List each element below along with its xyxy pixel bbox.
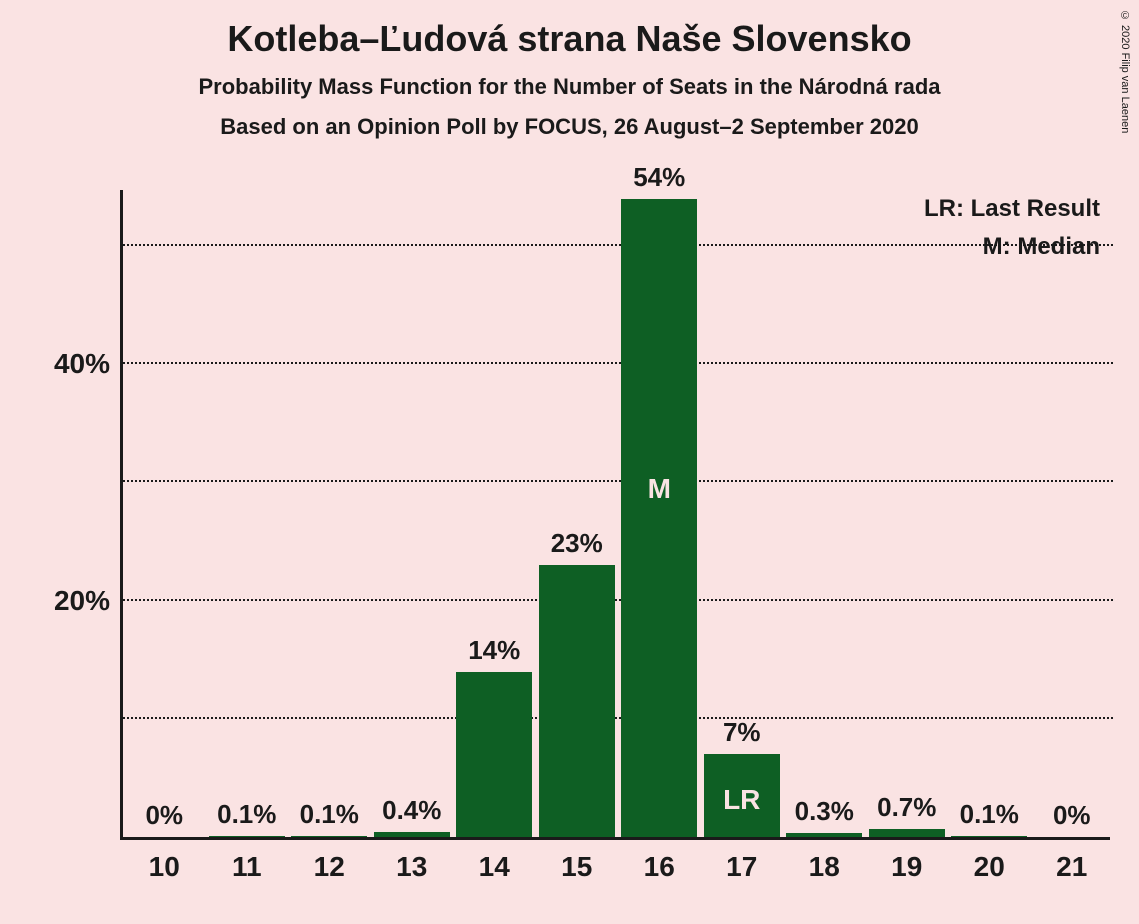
chart-subtitle-2: Based on an Opinion Poll by FOCUS, 26 Au… [0,100,1139,140]
bar-slot: 7%LR17 [701,187,784,837]
x-axis-tick: 21 [1031,837,1114,883]
x-axis-tick: 17 [701,837,784,883]
bar-value-label: 0.4% [371,795,454,826]
bar-value-label: 0.3% [783,796,866,827]
bar [456,672,532,837]
x-axis-tick: 13 [371,837,454,883]
bar-value-label: 0.1% [206,799,289,830]
x-axis-tick: 20 [948,837,1031,883]
bar-value-label: 14% [453,635,536,666]
bar-slot: 0%10 [123,187,206,837]
plot-region: LR: Last Result M: Median 20%40% 0%100.1… [120,190,1110,840]
bar-value-label: 0% [1031,800,1114,831]
bar [869,829,945,837]
chart-subtitle-1: Probability Mass Function for the Number… [0,60,1139,100]
bar-value-label: 7% [701,717,784,748]
bar-value-label: 0% [123,800,206,831]
bar-value-label: 0.1% [288,799,371,830]
bar-slot: 0.4%13 [371,187,454,837]
bar-value-label: 23% [536,528,619,559]
bar-slot: 0.7%19 [866,187,949,837]
y-axis-tick: 40% [54,348,110,380]
x-axis-tick: 16 [618,837,701,883]
chart-area: LR: Last Result M: Median 20%40% 0%100.1… [120,190,1110,840]
x-axis-tick: 12 [288,837,371,883]
x-axis-tick: 18 [783,837,866,883]
bar-slot: 0.3%18 [783,187,866,837]
bar-value-label: 0.7% [866,792,949,823]
median-marker: M [618,473,701,505]
bars-container: 0%100.1%110.1%120.4%1314%1423%1554%M167%… [123,187,1113,837]
chart-title: Kotleba–Ľudová strana Naše Slovensko [0,0,1139,60]
bar-slot: 0.1%11 [206,187,289,837]
bar-slot: 23%15 [536,187,619,837]
x-axis-tick: 14 [453,837,536,883]
bar-slot: 14%14 [453,187,536,837]
x-axis-tick: 11 [206,837,289,883]
x-axis-tick: 15 [536,837,619,883]
bar-slot: 0.1%20 [948,187,1031,837]
x-axis-tick: 19 [866,837,949,883]
bar-slot: 0.1%12 [288,187,371,837]
bar [621,199,697,837]
last-result-marker: LR [701,784,784,816]
bar-slot: 54%M16 [618,187,701,837]
bar [539,565,615,837]
y-axis-tick: 20% [54,585,110,617]
x-axis-tick: 10 [123,837,206,883]
bar-value-label: 0.1% [948,799,1031,830]
bar-value-label: 54% [618,162,701,193]
bar-slot: 0%21 [1031,187,1114,837]
copyright-text: © 2020 Filip van Laenen [1119,10,1131,133]
